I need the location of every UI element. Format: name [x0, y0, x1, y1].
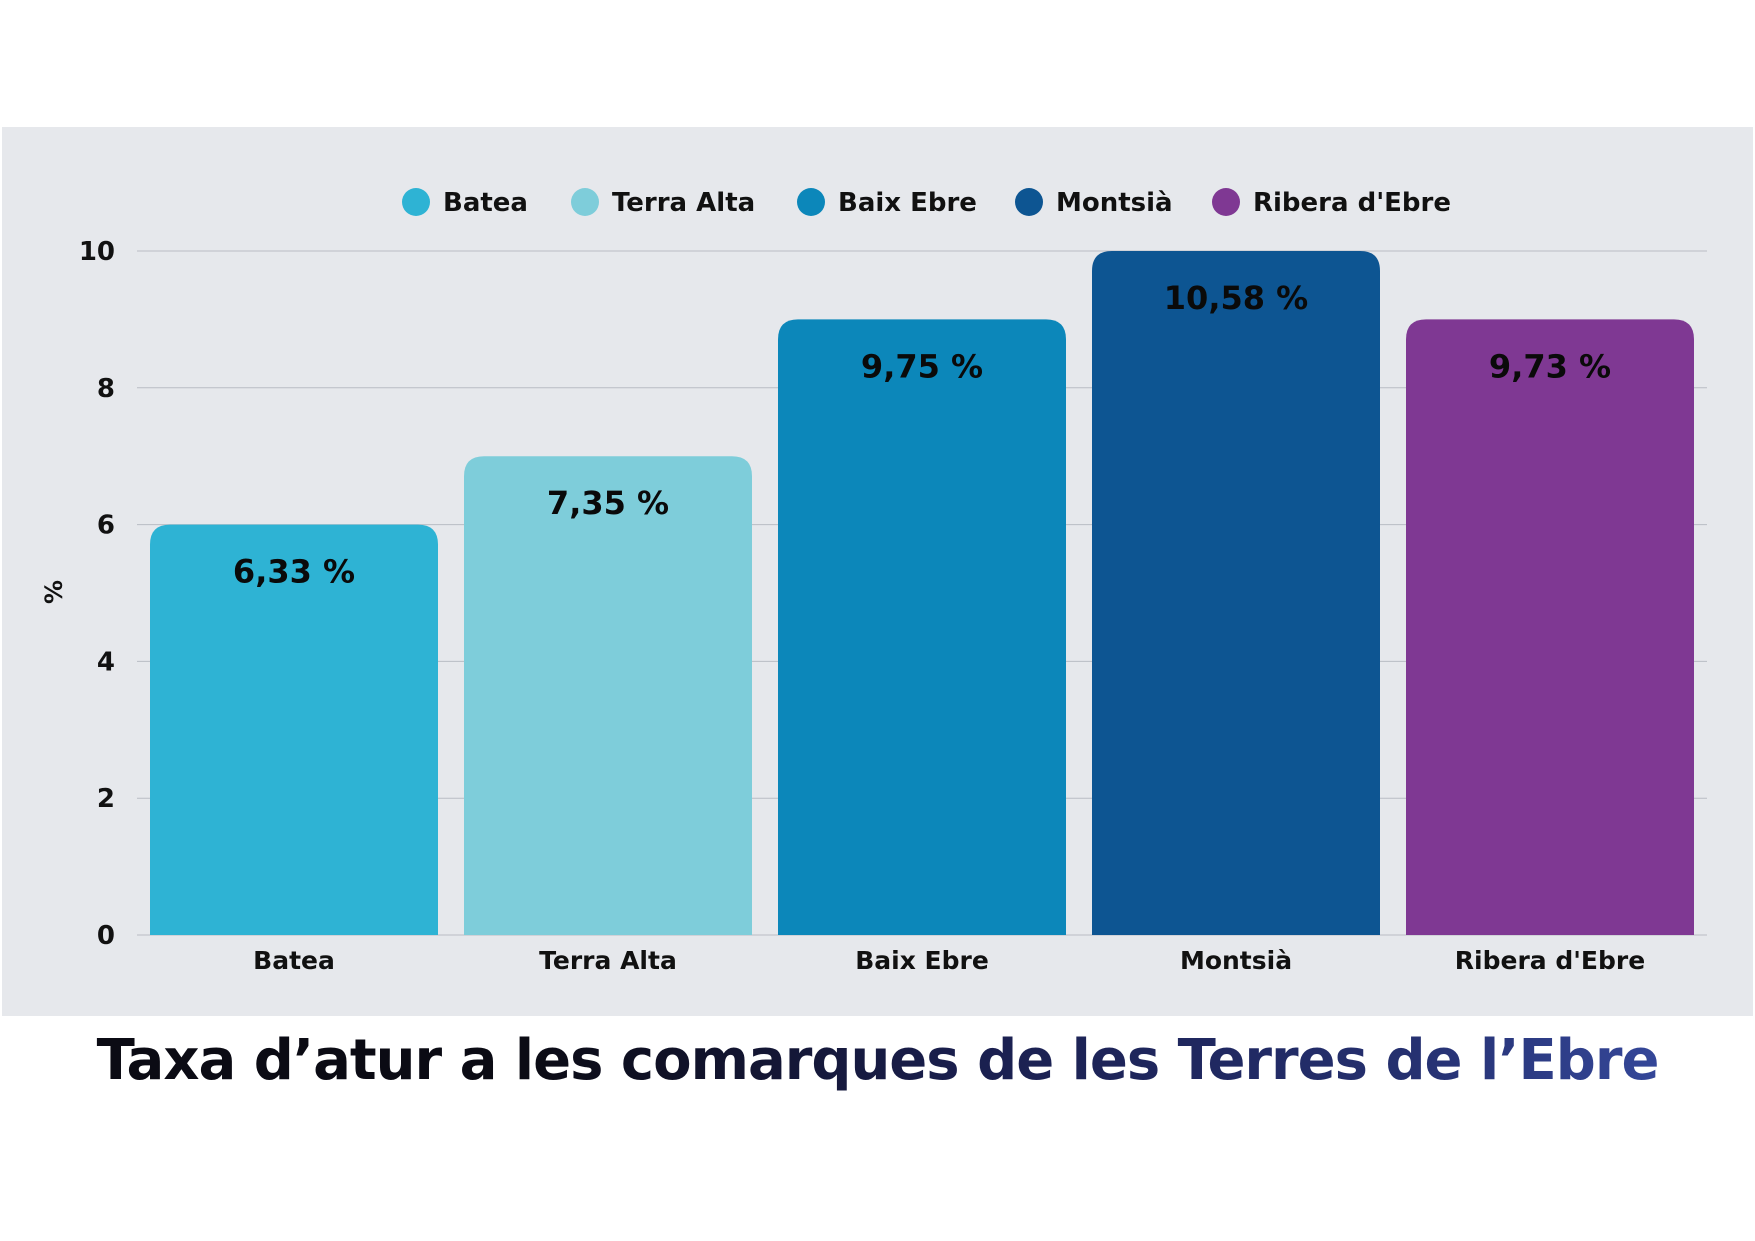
data-label: 9,73 % [1489, 347, 1611, 385]
chart-title: Taxa d’atur a les comarques de les Terre… [0, 1028, 1755, 1093]
legend-label: Ribera d'Ebre [1253, 188, 1451, 218]
legend-label: Terra Alta [612, 188, 755, 218]
data-label: 9,75 % [861, 347, 983, 385]
y-axis-label: % [40, 580, 68, 604]
bar-1 [464, 456, 752, 935]
y-tick-label: 10 [79, 237, 115, 267]
bar-3 [1092, 251, 1380, 935]
y-tick-label: 4 [97, 647, 115, 677]
bar-0 [150, 524, 438, 935]
data-label: 10,58 % [1164, 279, 1308, 317]
legend-label: Batea [443, 188, 528, 218]
x-tick-label: Montsià [1180, 946, 1292, 975]
legend-marker [1015, 188, 1043, 216]
x-tick-label: Terra Alta [539, 946, 677, 975]
x-tick-label: Batea [253, 946, 335, 975]
y-tick-label: 2 [97, 784, 115, 814]
legend-marker [571, 188, 599, 216]
bar-chart: 0 2 4 6 8 10 % 6,33 % 7,35 % 9,75 % 10,58 % 9,73 … [40, 188, 1707, 975]
y-tick-label: 0 [97, 921, 115, 951]
bar-4 [1406, 319, 1694, 935]
chart-panel: 0 2 4 6 8 10 % 6,33 % 7,35 % 9,75 % 10,58 % 9,73 … [2, 127, 1753, 1016]
data-label: 7,35 % [547, 484, 669, 522]
legend-marker [402, 188, 430, 216]
bar-2 [778, 319, 1066, 935]
legend-label: Baix Ebre [838, 188, 977, 218]
data-label: 6,33 % [233, 553, 355, 591]
x-tick-label: Baix Ebre [855, 946, 989, 975]
y-axis-ticks: 0 2 4 6 8 10 [79, 237, 115, 951]
x-axis-ticks: Batea Terra Alta Baix Ebre Montsià Ribera d'… [253, 946, 1645, 975]
legend-label: Montsià [1056, 188, 1173, 218]
y-tick-label: 8 [97, 374, 115, 404]
bars: 6,33 % 7,35 % 9,75 % 10,58 % 9,73 % [150, 251, 1694, 935]
y-tick-label: 6 [97, 511, 115, 541]
legend-marker [1212, 188, 1240, 216]
x-tick-label: Ribera d'Ebre [1455, 946, 1645, 975]
legend-marker [797, 188, 825, 216]
legend: Batea Terra Alta Baix Ebre Montsià Ribera d'… [402, 188, 1451, 218]
